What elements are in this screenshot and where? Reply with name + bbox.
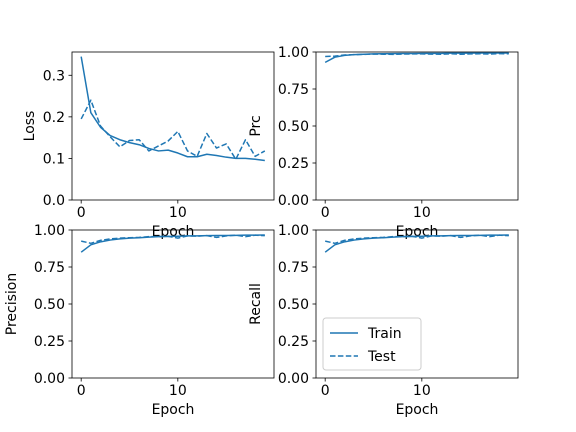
loss-x-axis-label: Epoch — [152, 224, 195, 240]
prc-y-tick-label: 0.75 — [278, 82, 309, 98]
precision-x-tick-label: 10 — [169, 383, 187, 399]
precision-x-axis-label: Epoch — [152, 402, 195, 418]
prc-y-tick-label: 1.00 — [278, 45, 309, 61]
recall-x-tick-label: 0 — [321, 383, 330, 399]
loss-series-test-line — [81, 100, 265, 159]
precision-y-tick-label: 0.75 — [34, 260, 65, 276]
subplot-precision: 0 10 0.00 0.25 0.50 0.75 1.00 Epoch Precision — [4, 223, 274, 418]
loss-x-tick-label: 0 — [77, 205, 86, 221]
precision-y-tick-label: 0.50 — [34, 297, 65, 313]
prc-y-tick-label: 0.25 — [278, 156, 309, 172]
precision-y-tick-label: 0.25 — [34, 334, 65, 350]
loss-series-train-line — [81, 57, 265, 161]
precision-y-tick-label: 1.00 — [34, 223, 65, 239]
recall-legend: Train Test — [323, 318, 421, 370]
precision-y-axis-label: Precision — [4, 273, 20, 335]
recall-y-tick-label: 1.00 — [278, 223, 309, 239]
loss-y-tick-label: 0.3 — [43, 68, 65, 84]
legend-label-test: Test — [367, 349, 396, 365]
prc-y-axis-label: Prc — [248, 115, 264, 136]
precision-axes-frame — [72, 230, 274, 378]
loss-x-tick-label: 10 — [169, 205, 187, 221]
prc-x-tick-label: 10 — [413, 205, 431, 221]
precision-y-tick-label: 0.00 — [34, 371, 65, 387]
prc-x-tick-label: 0 — [321, 205, 330, 221]
loss-y-tick-label: 0.1 — [43, 151, 65, 167]
loss-y-tick-label: 0.0 — [43, 193, 65, 209]
precision-x-tick-label: 0 — [77, 383, 86, 399]
subplot-recall: 0 100.000.250.500.751.00EpochRecallTrainT… — [248, 223, 518, 418]
recall-y-tick-label: 0.00 — [278, 371, 309, 387]
prc-x-axis-label: Epoch — [396, 224, 439, 240]
prc-y-tick-label: 0.00 — [278, 193, 309, 209]
recall-y-tick-label: 0.50 — [278, 297, 309, 313]
recall-x-axis-label: Epoch — [396, 402, 439, 418]
subplot-prc: 0 10 0.00 0.25 0.50 0.75 1.00 Epoch Prc — [248, 45, 518, 240]
recall-x-tick-label: 10 — [413, 383, 431, 399]
prc-series-test-line — [325, 54, 509, 57]
loss-y-tick-label: 0.2 — [43, 110, 65, 126]
subplot-loss: 0 10 0.0 0.1 0.2 0.3 Epoch Loss — [22, 52, 274, 240]
legend-label-train: Train — [367, 326, 402, 342]
recall-y-tick-label: 0.25 — [278, 334, 309, 350]
loss-y-axis-label: Loss — [22, 111, 38, 142]
loss-axes-frame — [72, 52, 274, 200]
recall-y-tick-label: 0.75 — [278, 260, 309, 276]
prc-y-tick-label: 0.50 — [278, 119, 309, 135]
prc-axes-frame — [316, 52, 518, 200]
recall-y-axis-label: Recall — [248, 283, 264, 325]
